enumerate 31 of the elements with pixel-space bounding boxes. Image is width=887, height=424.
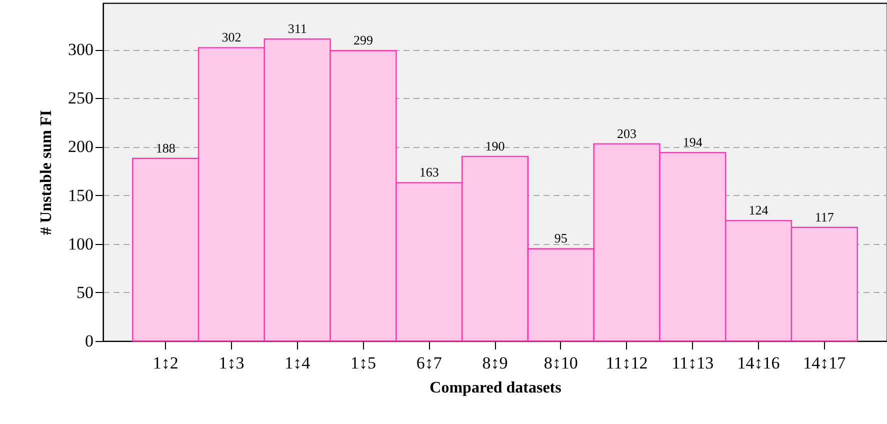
y-tick-label: 300: [68, 40, 94, 60]
data-label: 188: [156, 140, 176, 156]
data-label: 203: [617, 126, 637, 141]
data-label: 163: [419, 164, 439, 180]
y-tick-label: 0: [85, 332, 94, 350]
x-tick-label: 14↕16: [737, 354, 780, 372]
data-label: 95: [554, 230, 568, 246]
data-label: 190: [485, 138, 505, 154]
x-tick-label: 6↕7: [416, 354, 442, 372]
data-label: 124: [748, 202, 769, 218]
x-tick-label: 14↕17: [803, 354, 846, 372]
y-tick-label: 50: [76, 282, 94, 302]
x-tick-label: 11↕12: [606, 354, 648, 372]
y-tick-label: 100: [68, 234, 94, 254]
x-tick-label: 8↕9: [482, 354, 508, 372]
x-tick-label: 11↕13: [672, 354, 714, 372]
x-axis-title: Compared datasets: [430, 380, 562, 396]
data-label: 299: [353, 32, 373, 48]
x-tick-label: 1↕4: [284, 354, 311, 372]
x-tick-label: 1↕3: [218, 354, 244, 372]
data-label: 302: [222, 30, 242, 45]
y-tick-label: 200: [68, 137, 94, 156]
data-label: 194: [682, 134, 703, 150]
data-label: 117: [814, 209, 834, 224]
x-tick-label: 1↕2: [152, 354, 178, 372]
x-tick-label: 1↕5: [350, 354, 376, 372]
y-axis-title: # Unstable sum FI: [38, 110, 55, 235]
y-tick-label: 250: [68, 88, 94, 108]
x-tick-label: 8↕10: [544, 354, 578, 372]
y-tick-label: 150: [68, 186, 94, 205]
data-label: 311: [288, 20, 307, 36]
